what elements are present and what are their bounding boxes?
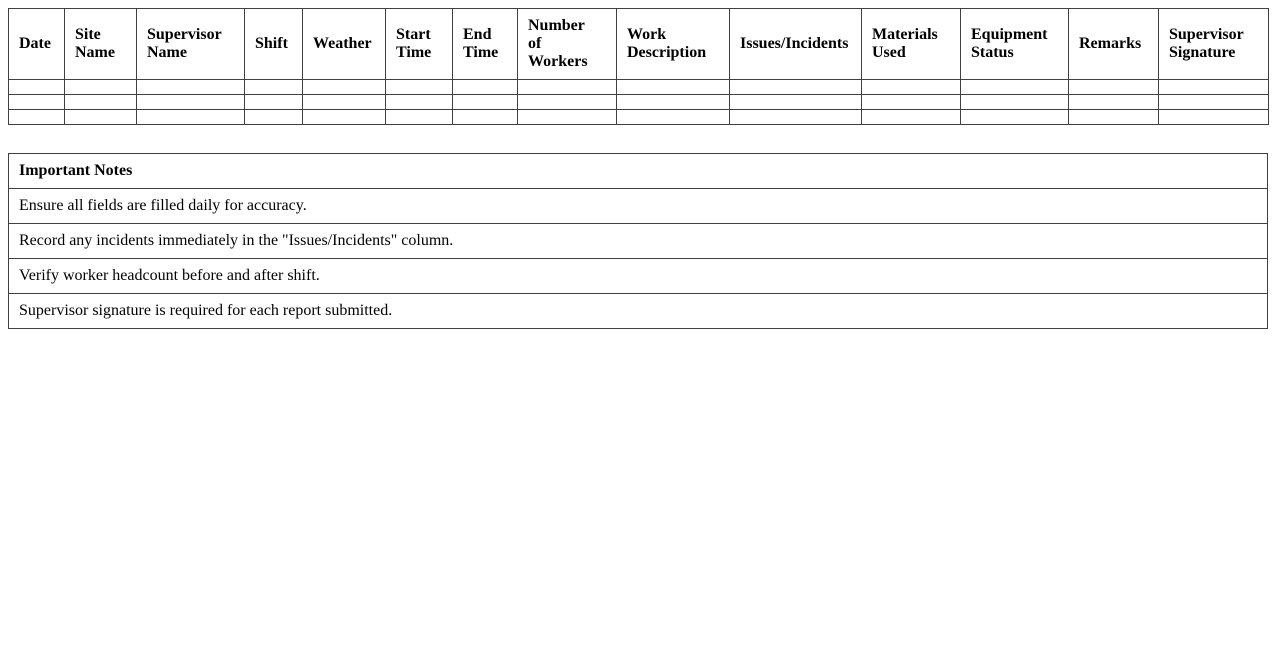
note-row: Verify worker headcount before and after… — [8, 258, 1268, 294]
empty-cell — [64, 109, 137, 125]
empty-cell — [8, 94, 65, 110]
report-empty-row — [8, 79, 1269, 95]
important-notes-table: Important Notes Ensure all fields are fi… — [8, 153, 1268, 329]
empty-cell — [452, 79, 518, 95]
column-header-equipment-status: Equipment Status — [960, 8, 1069, 80]
note-text: Ensure all fields are filled daily for a… — [8, 188, 1268, 224]
column-header-remarks: Remarks — [1068, 8, 1159, 80]
empty-cell — [1068, 79, 1159, 95]
column-header-supervisor-signature: Supervisor Signature — [1158, 8, 1269, 80]
note-row: Supervisor signature is required for eac… — [8, 293, 1268, 329]
report-empty-row — [8, 109, 1269, 125]
empty-cell — [1158, 94, 1269, 110]
empty-cell — [1068, 109, 1159, 125]
empty-cell — [385, 94, 453, 110]
empty-cell — [136, 94, 245, 110]
empty-cell — [861, 109, 961, 125]
note-text: Verify worker headcount before and after… — [8, 258, 1268, 294]
empty-cell — [517, 109, 617, 125]
empty-cell — [244, 79, 303, 95]
column-header-work-description: Work Description — [616, 8, 730, 80]
empty-cell — [1158, 79, 1269, 95]
empty-cell — [960, 79, 1069, 95]
note-row: Ensure all fields are filled daily for a… — [8, 188, 1268, 224]
empty-cell — [729, 109, 862, 125]
empty-cell — [385, 109, 453, 125]
empty-cell — [861, 79, 961, 95]
empty-cell — [517, 94, 617, 110]
column-header-start-time: Start Time — [385, 8, 453, 80]
document-page: Date Site Name Supervisor Name Shift Weather… — [8, 8, 1270, 329]
empty-cell — [136, 79, 245, 95]
empty-cell — [244, 94, 303, 110]
column-header-materials-used: Materials Used — [861, 8, 961, 80]
empty-cell — [517, 79, 617, 95]
note-text: Supervisor signature is required for eac… — [8, 293, 1268, 329]
daily-report-table: Date Site Name Supervisor Name Shift Weather… — [8, 8, 1269, 125]
column-header-end-time: End Time — [452, 8, 518, 80]
empty-cell — [302, 79, 386, 95]
report-empty-row — [8, 94, 1269, 110]
note-row: Record any incidents immediately in the … — [8, 223, 1268, 259]
empty-cell — [8, 109, 65, 125]
notes-header-row: Important Notes — [8, 153, 1268, 189]
report-header-row: Date Site Name Supervisor Name Shift Weather… — [8, 8, 1269, 80]
empty-cell — [729, 79, 862, 95]
empty-cell — [64, 79, 137, 95]
empty-cell — [616, 79, 730, 95]
empty-cell — [861, 94, 961, 110]
empty-cell — [616, 94, 730, 110]
empty-cell — [136, 109, 245, 125]
empty-cell — [1068, 94, 1159, 110]
empty-cell — [8, 79, 65, 95]
column-header-shift: Shift — [244, 8, 303, 80]
empty-cell — [64, 94, 137, 110]
empty-cell — [244, 109, 303, 125]
empty-cell — [960, 109, 1069, 125]
empty-cell — [1158, 109, 1269, 125]
empty-cell — [452, 109, 518, 125]
notes-title: Important Notes — [8, 153, 1268, 189]
empty-cell — [960, 94, 1069, 110]
column-header-supervisor-name: Supervisor Name — [136, 8, 245, 80]
empty-cell — [385, 79, 453, 95]
empty-cell — [302, 94, 386, 110]
column-header-date: Date — [8, 8, 65, 80]
empty-cell — [616, 109, 730, 125]
column-header-issues-incidents: Issues/Incidents — [729, 8, 862, 80]
empty-cell — [302, 109, 386, 125]
column-header-weather: Weather — [302, 8, 386, 80]
column-header-site-name: Site Name — [64, 8, 137, 80]
note-text: Record any incidents immediately in the … — [8, 223, 1268, 259]
empty-cell — [729, 94, 862, 110]
column-header-number-of-workers: Number of Workers — [517, 8, 617, 80]
empty-cell — [452, 94, 518, 110]
